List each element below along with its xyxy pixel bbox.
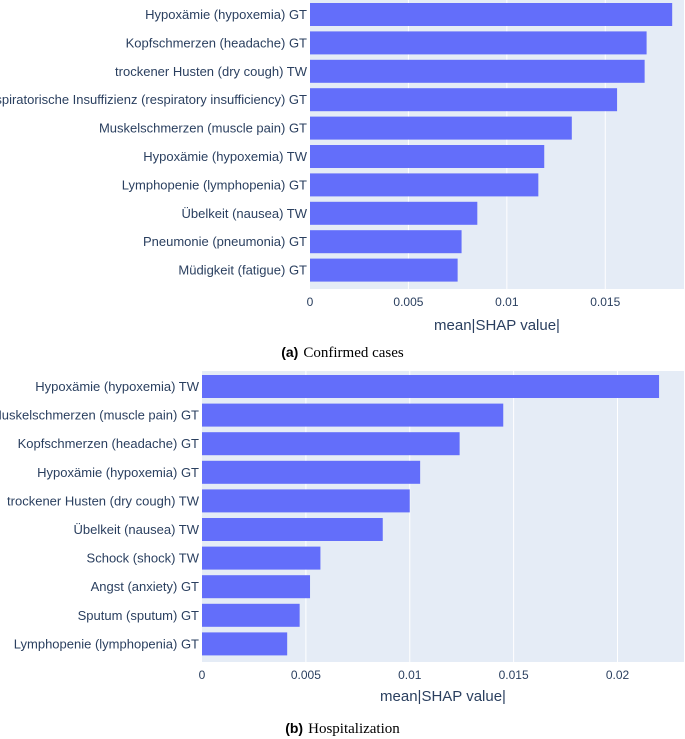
chart0-x-axis-title: mean|SHAP value| — [434, 317, 560, 334]
chart1-caption-text: Hospitalization — [308, 721, 400, 737]
chart1-bar-8 — [202, 603, 300, 627]
chart1-bar-1 — [202, 403, 504, 427]
chart1-caption-letter: (b) — [285, 720, 303, 736]
chart1-category-label-3: Hypoxämie (hypoxemia) GT — [37, 465, 199, 480]
chart0-category-label-3: respiratorische Insuffizienz (respirator… — [0, 92, 307, 107]
chart1-bar-6 — [202, 546, 321, 570]
chart0-category-label-1: Kopfschmerzen (headache) GT — [126, 35, 307, 50]
chart0-caption: (a) Confirmed cases — [281, 344, 404, 361]
chart0-x-tick-label-0: 0 — [307, 295, 314, 309]
chart1-x-tick-label-2: 0.01 — [398, 668, 422, 682]
chart1-category-label-9: Lymphopenie (lymphopenia) GT — [14, 636, 199, 651]
chart1-bar-4 — [202, 489, 410, 513]
chart1-bar-0 — [202, 375, 660, 398]
chart0-bar-1 — [310, 31, 647, 55]
chart0-bar-8 — [310, 230, 462, 254]
chart0-caption-text: Confirmed cases — [303, 345, 404, 361]
chart0-category-label-6: Lymphopenie (lymphopenia) GT — [122, 177, 307, 192]
chart0-category-label-8: Pneumonie (pneumonia) GT — [143, 234, 307, 249]
chart1-bar-3 — [202, 460, 421, 484]
chart0-x-tick-label-1: 0.005 — [393, 295, 423, 309]
chart1-bar-7 — [202, 575, 311, 599]
chart1-bar-5 — [202, 518, 383, 541]
chart0-bar-5 — [310, 145, 545, 168]
chart1-x-tick-label-4: 0.02 — [606, 668, 630, 682]
chart1-bar-2 — [202, 432, 460, 456]
chart1-group: Hypoxämie (hypoxemia) TW Muskelschmerzen … — [0, 371, 684, 737]
chart0-bar-4 — [310, 116, 572, 140]
chart0-bar-7 — [310, 201, 478, 225]
chart0-category-label-2: trockener Husten (dry cough) TW — [115, 64, 308, 79]
chart0-bar-9 — [310, 258, 458, 282]
chart1-category-label-5: Übelkeit (nausea) TW — [74, 522, 200, 537]
chart1-x-axis-title: mean|SHAP value| — [380, 688, 506, 705]
chart1-category-label-7: Angst (anxiety) GT — [91, 579, 199, 594]
chart1-category-label-4: trockener Husten (dry cough) TW — [7, 493, 200, 508]
chart0-category-label-4: Muskelschmerzen (muscle pain) GT — [99, 121, 307, 136]
chart0-category-label-5: Hypoxämie (hypoxemia) TW — [143, 149, 307, 164]
chart1-x-tick-label-0: 0 — [199, 668, 206, 682]
chart0-x-tick-label-3: 0.015 — [590, 295, 620, 309]
chart1-caption: (b) Hospitalization — [285, 720, 400, 737]
chart1-category-label-2: Kopfschmerzen (headache) GT — [18, 436, 199, 451]
chart1-bar-9 — [202, 632, 288, 656]
chart1-category-label-0: Hypoxämie (hypoxemia) TW — [35, 379, 199, 394]
chart0-bar-2 — [310, 59, 645, 83]
chart0-caption-letter: (a) — [281, 344, 298, 360]
chart0-bar-6 — [310, 173, 539, 197]
chart0-category-label-0: Hypoxämie (hypoxemia) GT — [145, 7, 307, 22]
chart0-category-label-9: Müdigkeit (fatigue) GT — [178, 263, 307, 278]
chart0-group: Hypoxämie (hypoxemia) GT Kopfschmerzen (h… — [0, 0, 684, 361]
chart1-category-label-6: Schock (shock) TW — [87, 551, 200, 566]
chart1-category-label-8: Sputum (sputum) GT — [78, 608, 199, 623]
chart0-category-label-7: Übelkeit (nausea) TW — [182, 206, 308, 221]
chart0-x-tick-label-2: 0.01 — [495, 295, 519, 309]
chart1-category-label-1: Muskelschmerzen (muscle pain) GT — [0, 408, 199, 423]
chart0-bar-3 — [310, 88, 618, 112]
chart1-x-tick-label-1: 0.005 — [291, 668, 321, 682]
chart1-x-tick-label-3: 0.015 — [499, 668, 529, 682]
chart0-bar-0 — [310, 3, 673, 26]
